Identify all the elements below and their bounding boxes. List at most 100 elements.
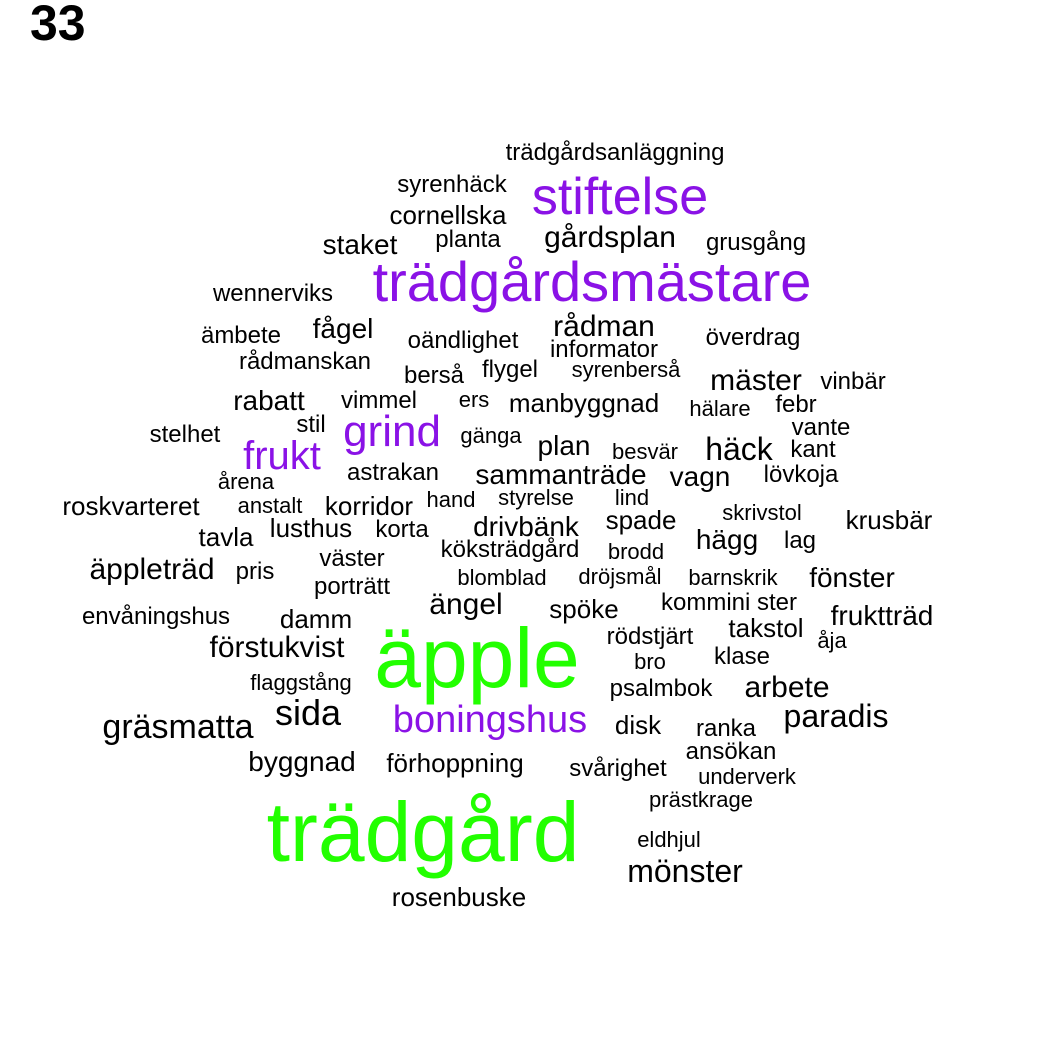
- word-rosenbuske: rosenbuske: [391, 882, 527, 912]
- word-berså: berså: [403, 362, 465, 389]
- word-vinbär: vinbär: [820, 368, 886, 395]
- word-underverk: underverk: [698, 764, 796, 789]
- word-lind: lind: [614, 485, 650, 510]
- word-ämbete: ämbete: [200, 322, 282, 349]
- word-fruktträd: fruktträd: [830, 600, 934, 631]
- word-åja: åja: [817, 628, 847, 653]
- word-frukt: frukt: [243, 434, 321, 478]
- word-febr: febr: [775, 391, 817, 418]
- word-lag: lag: [783, 527, 817, 554]
- word-rådmanskan: rådmanskan: [238, 348, 372, 375]
- word-rödstjärt: rödstjärt: [606, 623, 694, 650]
- word-ers: ers: [458, 387, 490, 412]
- word-rådman: rådman: [553, 310, 655, 343]
- word-kant: kant: [790, 436, 836, 463]
- word-äppleträd: äppleträd: [89, 553, 215, 586]
- word-spade: spade: [605, 505, 677, 535]
- word-informator: informator: [549, 336, 659, 363]
- word-fågel: fågel: [312, 313, 374, 344]
- word-mönster: mönster: [627, 853, 743, 889]
- word-stelhet: stelhet: [149, 421, 221, 448]
- word-paradis: paradis: [783, 698, 889, 734]
- word-hand: hand: [426, 487, 476, 512]
- word-envåningshus: envåningshus: [81, 603, 231, 630]
- word-eldhjul: eldhjul: [637, 827, 701, 852]
- word-svårighet: svårighet: [569, 755, 667, 782]
- word-planta: planta: [435, 226, 501, 253]
- word-ängel: ängel: [429, 588, 503, 621]
- word-damm: damm: [279, 604, 353, 634]
- word-lusthus: lusthus: [269, 513, 353, 543]
- word-skrivstol: skrivstol: [722, 500, 802, 525]
- word-flygel: flygel: [481, 356, 539, 383]
- word-spöke: spöke: [549, 594, 619, 624]
- word-hälare: hälare: [689, 396, 751, 421]
- word-astrakan: astrakan: [346, 459, 440, 486]
- word-gräsmatta: gräsmatta: [102, 708, 254, 746]
- word-kommini-ster: kommini ster: [660, 589, 798, 616]
- page-number: 33: [30, 0, 86, 51]
- word-förhoppning: förhoppning: [386, 748, 524, 778]
- word-staket: staket: [322, 229, 398, 260]
- word-takstol: takstol: [728, 613, 804, 643]
- word-grind: grind: [343, 407, 441, 456]
- word-trädgårdsmästare: trädgårdsmästare: [372, 250, 812, 313]
- word-överdrag: överdrag: [705, 324, 801, 351]
- word-disk: disk: [614, 710, 662, 740]
- word-arbete: arbete: [744, 671, 830, 704]
- word-häck: häck: [705, 431, 773, 467]
- word-förstukvist: förstukvist: [209, 631, 345, 664]
- word-tavla: tavla: [198, 522, 254, 552]
- word-manbyggnad: manbyggnad: [508, 388, 660, 418]
- word-gänga: gänga: [460, 423, 522, 448]
- word-köksträdgård: köksträdgård: [440, 536, 580, 563]
- word-byggnad: byggnad: [248, 746, 356, 777]
- word-prästkrage: prästkrage: [649, 787, 753, 812]
- word-besvär: besvär: [611, 439, 679, 464]
- word-stil: stil: [296, 411, 326, 438]
- word-oändlighet: oändlighet: [407, 327, 519, 354]
- word-årena: årena: [217, 469, 275, 494]
- word-mäster: mäster: [710, 364, 802, 397]
- word-anstalt: anstalt: [237, 493, 303, 518]
- word-roskvarteret: roskvarteret: [62, 491, 200, 521]
- word-äpple: äpple: [374, 611, 580, 705]
- word-vimmel: vimmel: [341, 387, 417, 414]
- word-porträtt: porträtt: [313, 573, 391, 600]
- word-väster: väster: [319, 545, 385, 572]
- word-psalmbok: psalmbok: [609, 675, 713, 702]
- word-brodd: brodd: [607, 539, 665, 564]
- word-blomblad: blomblad: [457, 565, 547, 590]
- word-fönster: fönster: [809, 562, 895, 593]
- word-gårdsplan: gårdsplan: [544, 221, 676, 254]
- word-drivbänk: drivbänk: [473, 511, 579, 542]
- word-trädgård: trädgård: [266, 785, 580, 879]
- word-pris: pris: [235, 558, 275, 585]
- word-sammanträde: sammanträde: [475, 459, 647, 490]
- word-syrenhäck: syrenhäck: [397, 171, 507, 198]
- word-bro: bro: [634, 649, 666, 674]
- word-dröjsmål: dröjsmål: [578, 564, 662, 589]
- word-barnskrik: barnskrik: [688, 565, 778, 590]
- word-vagn: vagn: [669, 461, 731, 492]
- word-trädgårdsanläggning: trädgårdsanläggning: [505, 139, 725, 166]
- word-vante: vante: [791, 414, 851, 441]
- word-boningshus: boningshus: [392, 699, 588, 741]
- word-korta: korta: [375, 516, 429, 543]
- word-flaggstång: flaggstång: [250, 670, 352, 695]
- word-syrenberså: syrenberså: [571, 357, 681, 382]
- word-styrelse: styrelse: [498, 485, 574, 510]
- word-ranka: ranka: [695, 715, 757, 742]
- word-hägg: hägg: [695, 524, 759, 555]
- word-klase: klase: [713, 643, 771, 670]
- word-sida: sida: [274, 692, 342, 733]
- word-stiftelse: stiftelse: [531, 168, 709, 226]
- word-krusbär: krusbär: [845, 505, 933, 535]
- word-wennerviks: wennerviks: [212, 280, 334, 307]
- word-lövkoja: lövkoja: [763, 461, 839, 488]
- word-plan: plan: [537, 430, 591, 461]
- word-grusgång: grusgång: [705, 229, 807, 256]
- word-korridor: korridor: [324, 491, 414, 521]
- word-ansökan: ansökan: [685, 738, 777, 765]
